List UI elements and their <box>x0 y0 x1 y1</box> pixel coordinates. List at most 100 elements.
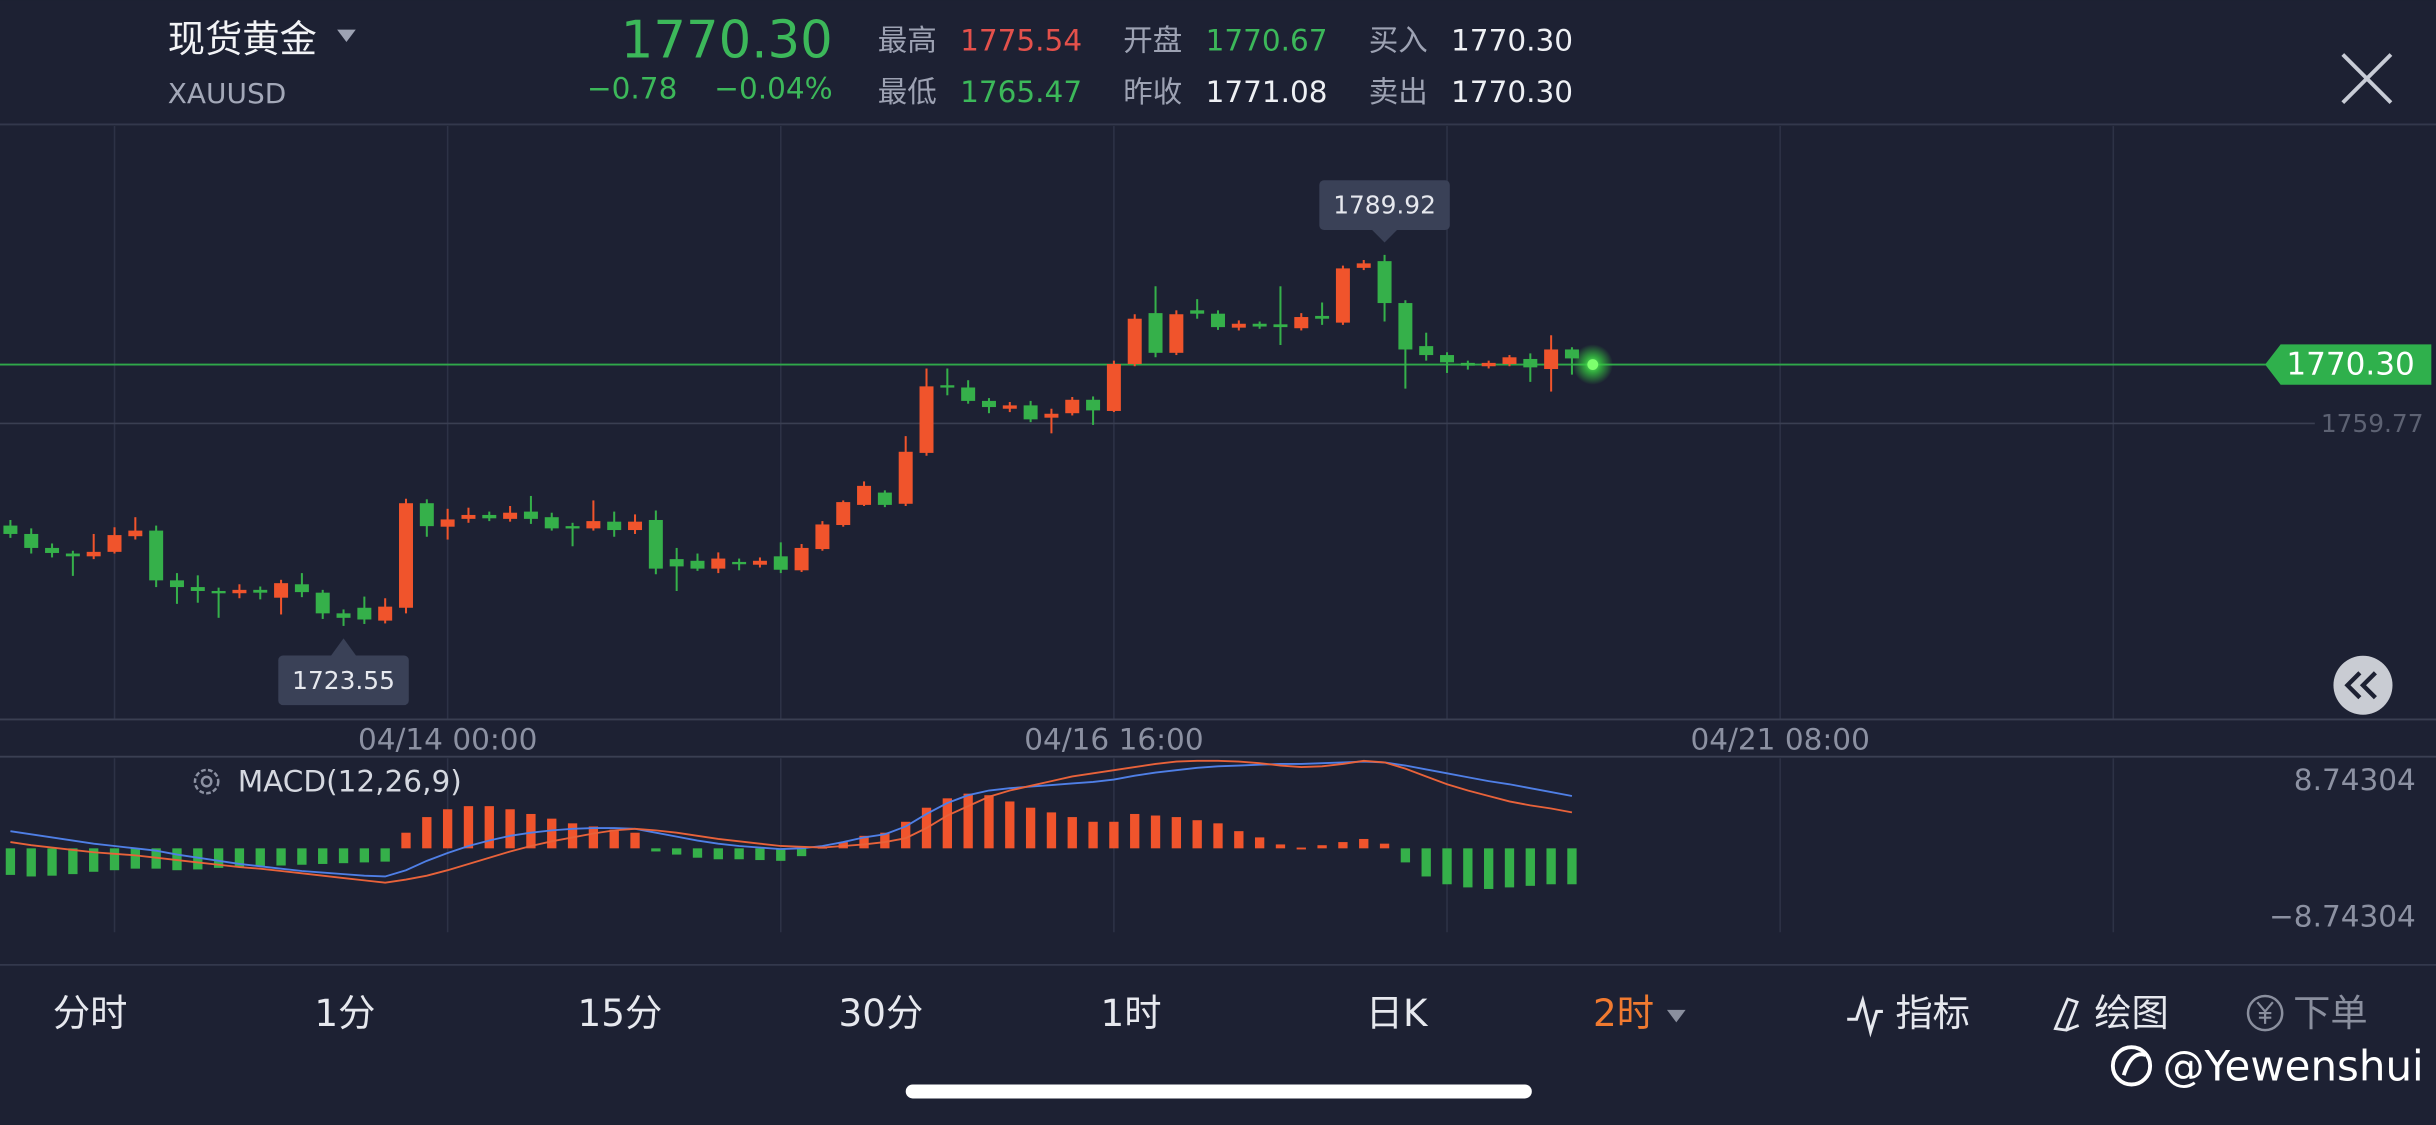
x-tick-label: 04/16 16:00 <box>1024 723 1203 757</box>
low-callout-label: 1723.55 <box>292 666 395 695</box>
timeframe-tab[interactable]: 15分 <box>578 991 663 1035</box>
candle-body <box>1481 362 1496 367</box>
histogram-bar <box>1296 847 1306 850</box>
histogram-bar <box>297 848 307 865</box>
high-callout-pointer <box>1372 230 1397 243</box>
candle-body <box>149 530 164 581</box>
histogram-bar <box>880 832 890 849</box>
stat-label: 买入 <box>1369 23 1428 57</box>
histogram-bar <box>47 848 57 876</box>
histogram-bar <box>1525 848 1535 886</box>
candle-body <box>1315 315 1330 319</box>
histogram-bar <box>380 848 390 862</box>
candle-body <box>65 553 80 557</box>
timeframe-tab[interactable]: 1分 <box>314 991 375 1035</box>
order-action[interactable]: 下单 <box>2246 991 2368 1035</box>
stat-label: 昨收 <box>1123 75 1182 109</box>
action-label[interactable]: 指标 <box>1895 991 1970 1035</box>
candle-body <box>294 584 309 593</box>
stat-value: 1771.08 <box>1206 75 1328 109</box>
timeframe-tab[interactable]: 1时 <box>1101 991 1162 1035</box>
candle-body <box>1460 362 1475 366</box>
candle-body <box>544 517 559 529</box>
dif-line <box>10 760 1573 878</box>
candle-body <box>482 514 497 519</box>
stat-label: 开盘 <box>1123 23 1182 57</box>
histogram-bar <box>755 848 765 861</box>
timeframe-tab[interactable]: 分时 <box>53 991 128 1035</box>
candle-body <box>107 535 122 552</box>
candle-body <box>669 559 684 567</box>
histogram-bar <box>609 829 619 849</box>
candle-body <box>898 451 913 504</box>
stat-value: 1770.67 <box>1206 23 1328 57</box>
histogram-bar <box>859 835 869 849</box>
histogram-bar <box>942 798 952 849</box>
histogram-bar <box>255 848 265 867</box>
watermark: @Yewenshui <box>2163 1041 2424 1090</box>
draw-action[interactable]: 绘图 <box>2053 991 2169 1035</box>
candle-body <box>648 519 663 569</box>
instrument-name[interactable]: 现货黄金 <box>168 17 317 61</box>
histogram-bar <box>901 821 911 849</box>
dropdown-icon[interactable] <box>337 29 356 43</box>
histogram-bar <box>26 848 36 877</box>
histogram-bar <box>1171 817 1182 849</box>
candle-body <box>1086 399 1101 411</box>
histogram-bar <box>442 809 453 849</box>
histogram-bar <box>1150 815 1161 849</box>
action-label[interactable]: 绘图 <box>2094 991 2169 1035</box>
histogram-bar <box>1421 848 1431 877</box>
candle-body <box>1273 324 1288 328</box>
action-label[interactable]: 下单 <box>2293 991 2368 1035</box>
timeframe-tab[interactable]: 日K <box>1366 991 1429 1035</box>
high-callout-label: 1789.92 <box>1333 191 1436 220</box>
indicator-title[interactable]: MACD(12,26,9) <box>238 765 462 799</box>
stat-label: 最低 <box>878 75 937 109</box>
home-indicator <box>905 1084 1532 1099</box>
histogram-bar <box>1005 801 1015 849</box>
candle-body <box>461 514 476 519</box>
candle-body <box>274 583 289 598</box>
collapse-button[interactable] <box>2333 655 2393 715</box>
settings-icon[interactable] <box>193 768 220 795</box>
candle-body <box>1564 349 1579 359</box>
indicator-action[interactable]: 指标 <box>1847 991 1970 1038</box>
histogram-bar <box>1567 848 1577 885</box>
histogram-bar <box>1504 848 1515 888</box>
candle-body <box>190 587 205 591</box>
change-percent: −0.04% <box>714 72 832 106</box>
histogram-bar <box>463 806 474 849</box>
candle-body <box>565 526 580 529</box>
histogram-bar <box>1046 812 1057 849</box>
candle-body <box>211 590 226 594</box>
histogram-bar <box>547 818 557 849</box>
histogram-bar <box>68 848 78 875</box>
timeframe-tab[interactable]: 30分 <box>839 991 924 1035</box>
histogram-bar <box>1192 820 1202 849</box>
candle-body <box>1502 357 1517 365</box>
stat-value: 1770.30 <box>1451 75 1573 109</box>
candle-body <box>336 613 351 618</box>
candle-body <box>253 589 268 593</box>
histogram-bar <box>1275 844 1286 849</box>
histogram-bar <box>1400 848 1411 863</box>
header: 现货黄金 XAUUSD 1770.30 −0.78 −0.04% 最高 1775… <box>168 10 2393 110</box>
candle-body <box>919 386 934 453</box>
timeframe-tab[interactable]: 2时 <box>1593 991 1654 1035</box>
candle-body <box>1440 355 1455 363</box>
candle-body <box>1294 317 1309 329</box>
close-button[interactable] <box>2341 53 2393 105</box>
high-callout <box>1319 180 1450 231</box>
histogram-bar <box>422 817 432 849</box>
candle-body <box>1211 313 1225 328</box>
histogram-bar <box>401 832 411 849</box>
low-callout <box>278 655 409 706</box>
candle-body <box>86 551 101 557</box>
histogram-bar <box>776 848 786 861</box>
dea-line <box>10 759 1573 884</box>
candle-body <box>981 400 996 408</box>
watermark-icon <box>2110 1045 2153 1087</box>
